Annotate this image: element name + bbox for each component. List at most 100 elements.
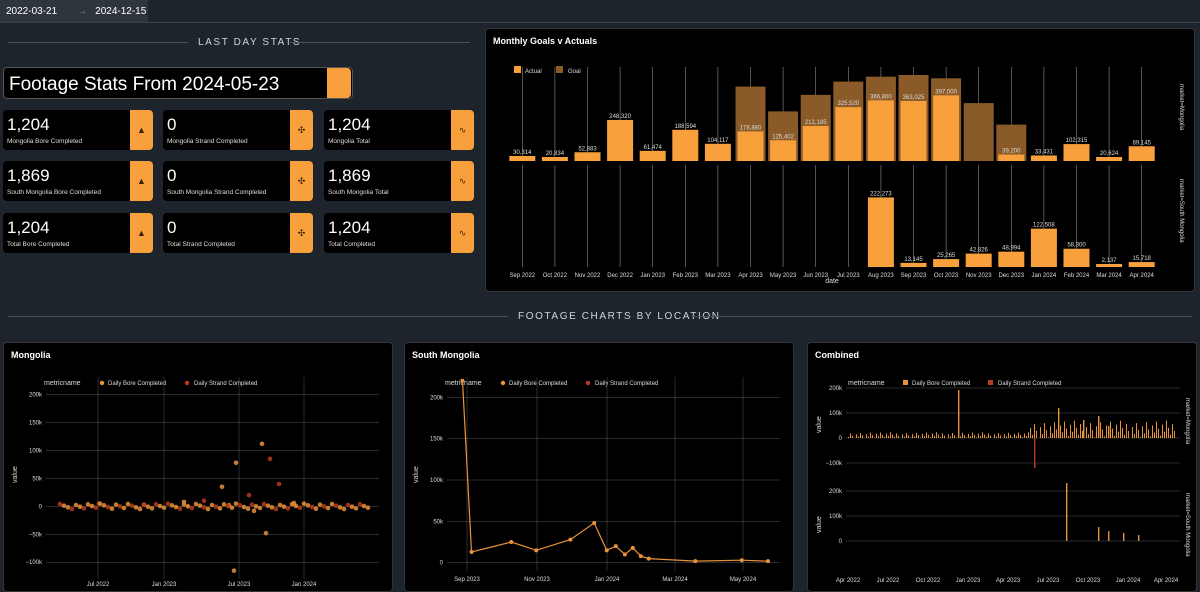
data-point — [350, 504, 355, 509]
bar — [1014, 434, 1015, 438]
data-point — [122, 506, 127, 511]
data-point — [242, 505, 247, 510]
bar — [990, 436, 991, 438]
bar — [934, 436, 935, 438]
data-point — [639, 554, 643, 558]
data-point — [592, 521, 596, 525]
actual-bar — [1096, 264, 1122, 267]
bar — [880, 433, 881, 438]
actual-bar — [1129, 262, 1155, 267]
bar — [1042, 434, 1043, 438]
data-point — [258, 506, 263, 511]
bar — [1004, 434, 1005, 438]
data-point — [90, 504, 95, 509]
stat-label: Total Completed — [328, 241, 375, 248]
bar — [938, 435, 939, 438]
x-tick-label: Feb 2023 — [673, 273, 699, 279]
bar — [1094, 437, 1095, 438]
x-tick-label: May 2023 — [770, 273, 797, 279]
bar — [994, 434, 995, 438]
data-point — [326, 506, 331, 511]
route-icon[interactable]: ∿ — [451, 110, 474, 150]
actual-bar — [803, 126, 829, 161]
actual-bar — [1031, 229, 1057, 267]
date-range-picker[interactable]: 2022-03-21 → 2024-12-15 — [0, 0, 148, 22]
bar — [1128, 431, 1129, 438]
actual-bar — [770, 140, 796, 161]
actual-bar — [1064, 144, 1090, 161]
bar — [1006, 436, 1007, 438]
y-tick-label: 200k — [430, 395, 444, 401]
legend-label: Goal — [568, 69, 581, 75]
drill-icon[interactable]: ▲ — [130, 110, 153, 150]
bar — [1162, 425, 1163, 438]
legend-swatch-bore — [501, 381, 505, 385]
legend-swatch-goal — [556, 66, 563, 73]
stat-value: 1,204 — [7, 218, 50, 238]
data-point — [693, 559, 697, 563]
x-tick-label: Nov 2023 — [524, 577, 550, 583]
actual-bar — [705, 144, 731, 161]
drill-icon[interactable]: ▲ — [130, 161, 153, 201]
route-icon[interactable]: ∿ — [451, 213, 474, 253]
route-icon[interactable]: ∿ — [451, 161, 474, 201]
bar — [958, 390, 959, 438]
stat-value: 0 — [167, 166, 176, 186]
data-point — [278, 503, 283, 508]
bar — [1154, 433, 1155, 438]
bar — [1086, 427, 1087, 438]
actual-bar — [933, 259, 959, 267]
data-point — [66, 505, 71, 510]
data-label: 25,265 — [937, 253, 956, 259]
y-axis-label: value — [413, 466, 420, 483]
bar — [862, 435, 863, 438]
data-point — [232, 568, 237, 573]
bar — [1024, 434, 1025, 438]
bar — [1098, 527, 1099, 541]
y-tick-label: 0 — [440, 561, 444, 567]
bar — [1072, 432, 1073, 438]
data-point — [238, 503, 243, 508]
actual-bar — [998, 252, 1024, 267]
start-date[interactable]: 2022-03-21 — [6, 6, 57, 17]
bar — [980, 436, 981, 438]
data-label: 30,314 — [513, 150, 532, 156]
actual-bar — [966, 254, 992, 267]
drill-icon[interactable]: ▲ — [130, 213, 153, 253]
actual-bar — [1031, 155, 1057, 161]
bar — [1160, 436, 1161, 438]
data-label: 13,145 — [904, 257, 923, 263]
network-icon[interactable]: ✣ — [290, 110, 313, 150]
x-tick-label: Oct 2022 — [916, 578, 941, 584]
network-icon[interactable]: ✣ — [290, 161, 313, 201]
end-date[interactable]: 2024-12-15 — [95, 6, 146, 17]
data-point — [62, 503, 67, 508]
bar — [1148, 429, 1149, 438]
bar — [906, 433, 907, 438]
x-tick-label: Jul 2023 — [228, 582, 251, 587]
bar — [868, 436, 869, 438]
bar — [882, 435, 883, 438]
data-label: 188,594 — [674, 124, 696, 130]
bar — [904, 437, 905, 438]
bar — [898, 436, 899, 438]
data-point — [194, 502, 199, 507]
footage-stats-button[interactable] — [327, 68, 351, 98]
data-point — [86, 502, 91, 507]
network-icon[interactable]: ✣ — [290, 213, 313, 253]
data-point — [134, 505, 139, 510]
data-point — [294, 504, 299, 509]
bar — [950, 437, 951, 438]
legend-label: Daily Bore Completed — [912, 381, 970, 387]
bar — [858, 437, 859, 438]
data-point — [110, 506, 115, 511]
bar — [1172, 424, 1173, 438]
bar — [962, 433, 963, 438]
data-point — [210, 503, 215, 508]
bar — [1106, 425, 1107, 438]
